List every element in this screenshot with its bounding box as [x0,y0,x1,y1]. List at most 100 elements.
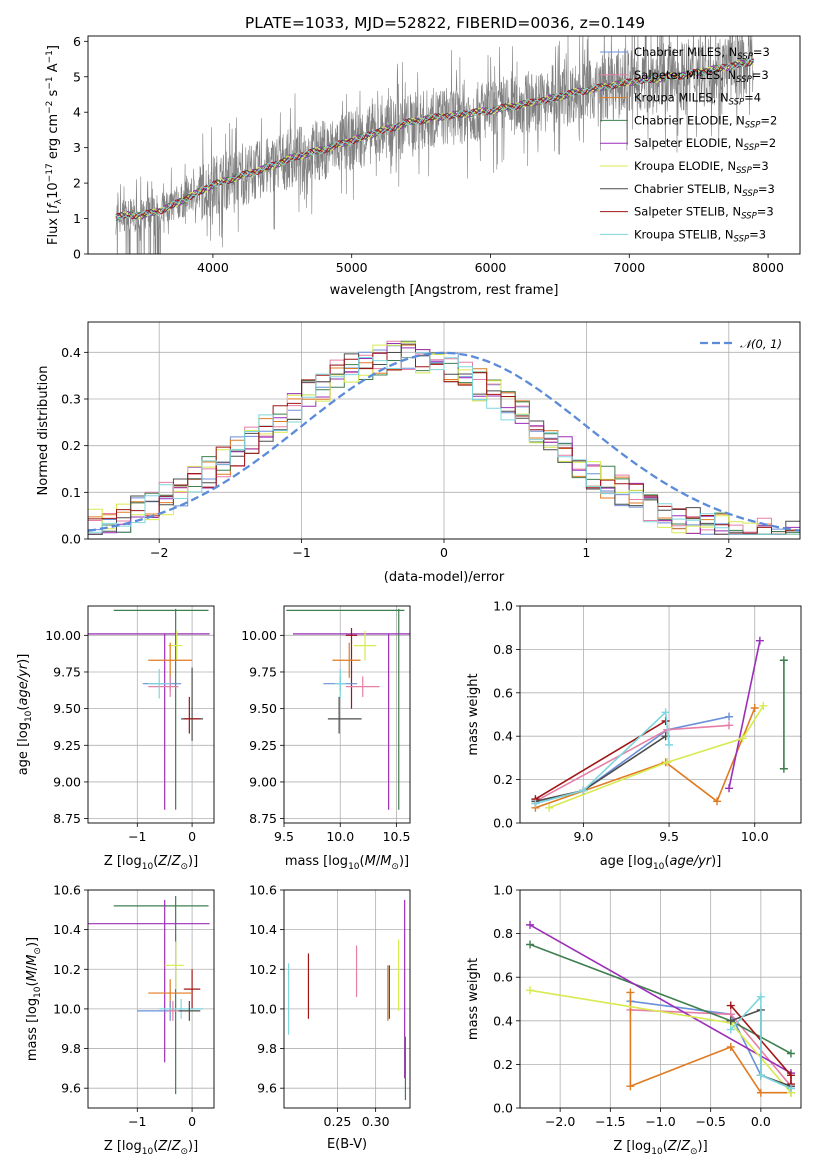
x-axis-label: Z [log10(Z/Z⊙)] [104,1139,198,1157]
y-axis-label: mass [log10(M/M⊙)] [25,937,43,1061]
normal-reference-curve [87,351,801,532]
weight-vs-Z-panel: −2.0 −1.5 −1.0 −0.5 0.0 0.0 0.2 0.4 0.6 0.8 1.0 mas… [466,883,802,1157]
errorbar-point [183,696,201,734]
label-part: ⊙ [391,862,399,872]
errorbar-point [88,633,210,810]
legend-count: =3 [757,205,774,219]
weight-series [531,708,674,808]
label-part: −1 [45,50,55,63]
legend-entry: Kroupa MILES, NSSP=4 [634,91,761,108]
x-tick-label: −1 [292,545,310,560]
legend-entry: Chabrier MILES, NSSP=3 [634,45,770,62]
y-tick-label: 10.0 [53,1001,81,1016]
legend-label: Chabrier STELIB, N [634,182,742,196]
plot-area [287,899,407,1101]
weight-line [730,994,792,1090]
label-part: age/yr [16,662,31,705]
legend-sub: SSP [744,143,760,153]
y-tick-label: 2 [73,176,81,191]
legend-entry: Kroupa STELIB, NSSP=3 [634,227,766,244]
plus-marker [545,803,554,812]
y-tick-label: 0.1 [61,485,81,500]
y-tick-label: 10.2 [249,962,277,977]
errorbar-point [148,676,179,697]
axes-frame [87,889,215,1109]
plus-marker [663,758,672,767]
y-tick-label: 0.2 [493,1057,513,1072]
label-part: age [log [600,854,653,869]
y-tick-label: 5 [73,69,81,84]
legend-sub: SSP [729,98,745,108]
residual-histogram [88,352,800,535]
x-tick-label: 0 [188,1114,196,1129]
age-vs-mass-panel: 9.5 10.0 10.5 8.75 9.00 9.25 9.50 9.75 10.00 mass… [241,605,411,872]
legend-label: Chabrier ELODIE, N [634,113,745,127]
axes-frame [87,35,801,255]
label-part: mass [log [285,854,348,869]
weight-series [779,656,788,773]
errorbar-point [353,630,377,661]
legend-entry: Chabrier ELODIE, NSSP=2 [634,113,777,130]
label-part: Z [log [613,1139,651,1154]
axes-frame [519,605,802,824]
weight-series [545,701,768,812]
weight-line [535,715,730,805]
errorbar-point [167,1000,179,1021]
label-part: 10 [24,710,34,722]
errorbar-point [113,608,209,810]
plus-marker [755,636,764,645]
plus-marker [713,797,722,806]
y-tick-label: 0.8 [493,642,513,657]
y-tick-label: 10.6 [53,883,81,898]
x-tick-label: 4000 [197,260,229,275]
plus-marker [786,1071,795,1080]
y-tick-label: 10.0 [249,1001,277,1016]
mass-vs-ebv-panel: 0.25 0.30 9.6 9.8 10.0 10.2 10.4 10.6 E(B-V) [249,883,411,1152]
y-tick-label: 8.75 [249,811,277,826]
weight-series [725,636,764,793]
weight-series [726,992,795,1093]
model-spectrum-line [115,58,754,220]
x-tick-label: 9.5 [274,829,294,844]
label-part: 10 [653,862,665,872]
label-part: ⊙ [180,862,188,872]
axes-frame [519,889,802,1109]
spectrum-panel: 4000 5000 6000 7000 8000 0 1 2 3 4 5 6 wavelength [A… [45,34,801,298]
label-part: s [46,89,61,100]
legend-count: =3 [749,227,766,241]
label-part: / [376,854,381,869]
label-part: )] [711,854,721,869]
label-part: Flux [ [46,209,61,245]
legend-sub: SSP [745,120,761,130]
y-tick-label: 4 [73,105,81,120]
weight-line [728,640,761,789]
x-axis-label: Z [log10(Z/Z⊙)] [104,854,198,872]
errorbar-point [286,608,405,810]
label-part: / [167,1139,172,1154]
label-part: ⊙ [33,947,43,955]
x-tick-label: 0 [440,545,448,560]
label-part: )] [188,854,198,869]
x-axis-label: wavelength [Angstrom, rest frame] [330,283,559,298]
y-tick-label: 1.0 [493,883,513,898]
x-tick-label: 6000 [475,260,507,275]
label-part: M [380,854,391,869]
legend-entry: Chabrier STELIB, NSSP=3 [634,182,775,199]
errorbar-point [181,667,204,741]
y-tick-label: 9.6 [257,1081,277,1096]
plus-marker [526,986,535,995]
label-part: )] [25,937,40,947]
residual-histogram [88,343,800,535]
label-part: age [log [16,722,31,775]
x-tick-label: 2 [725,545,733,560]
observed-spectrum [115,36,755,254]
label-part: Z [171,854,182,869]
y-axis-label: age [log10(age/yr)] [16,654,34,776]
y-tick-label: 0.4 [493,729,513,744]
y-tick-label: 1 [73,211,81,226]
label-part: ( [25,981,40,986]
plus-marker [531,799,540,808]
y-tick-label: 9.8 [61,1041,81,1056]
plus-marker [726,1016,735,1025]
